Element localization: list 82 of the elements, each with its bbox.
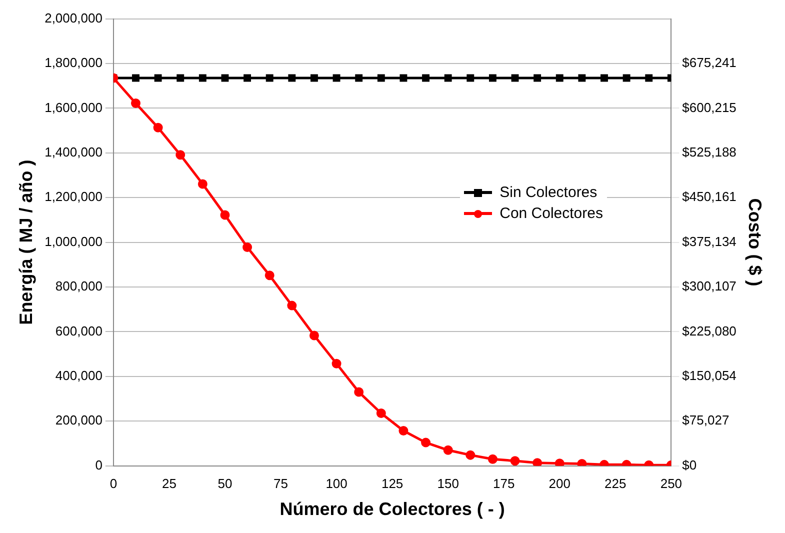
y-tick-label: 1,200,000 [44, 189, 102, 204]
point [534, 74, 542, 82]
point [488, 74, 496, 82]
point [154, 74, 162, 82]
y2-tick-label: $75,027 [682, 412, 730, 428]
point [510, 456, 520, 466]
y2-tick-label: $375,134 [682, 234, 736, 249]
y2-tick-label: $0 [682, 457, 697, 472]
x-tick-label: 75 [274, 476, 288, 492]
point [444, 74, 452, 82]
y-tick-label: 1,800,000 [44, 55, 102, 70]
point [266, 74, 274, 82]
y2-tick-label: $675,241 [682, 55, 736, 70]
point [309, 330, 319, 340]
y-tick-label: 200,000 [55, 412, 102, 428]
x-tick-label: 25 [162, 476, 176, 492]
y-tick-label: 2,000,000 [44, 10, 102, 26]
point [645, 74, 653, 82]
point [466, 74, 474, 82]
point [244, 74, 252, 82]
point [176, 74, 184, 82]
y-tick-label: 400,000 [55, 368, 102, 383]
point [264, 270, 274, 280]
point [377, 74, 385, 82]
point [288, 74, 296, 82]
point [132, 74, 140, 82]
legend-label: Sin Colectores [500, 184, 598, 201]
y-tick-label: 1,600,000 [44, 100, 102, 115]
x-axis-title: Número de Colectores ( - ) [280, 499, 505, 520]
point [511, 74, 519, 82]
x-tick-label: 50 [218, 476, 232, 492]
y-tick-label: 1,000,000 [44, 234, 102, 249]
point [354, 387, 364, 397]
y2-tick-label: $225,080 [682, 323, 736, 338]
x-tick-label: 100 [326, 476, 348, 492]
point [622, 74, 630, 82]
point [287, 300, 297, 310]
y-tick-label: 600,000 [55, 323, 102, 338]
y2-tick-label: $450,161 [682, 189, 736, 204]
y2-tick-label: $525,188 [682, 144, 736, 160]
x-tick-label: 250 [660, 476, 682, 492]
x-tick-label: 225 [604, 476, 626, 492]
y2-tick-label: $300,107 [682, 278, 736, 294]
y2-axis-title: Costo ( $ ) [745, 198, 766, 286]
point [332, 74, 340, 82]
point [153, 122, 163, 132]
point [198, 74, 206, 82]
point [221, 74, 229, 82]
point [130, 98, 140, 108]
point [532, 458, 542, 466]
point [600, 74, 608, 82]
x-tick-label: 200 [548, 476, 570, 492]
y-tick-label: 0 [95, 457, 102, 472]
y-tick-label: 1,400,000 [44, 144, 102, 160]
x-tick-label: 0 [110, 476, 118, 492]
point [422, 74, 430, 82]
x-tick-label: 150 [437, 476, 459, 492]
y-axis-title: Energía ( MJ / año ) [16, 160, 36, 325]
y2-tick-label: $600,215 [682, 100, 736, 115]
point [400, 74, 408, 82]
point [355, 74, 363, 82]
point [556, 74, 564, 82]
x-tick-label: 125 [381, 476, 404, 492]
point [220, 210, 230, 220]
x-tick-label: 175 [493, 476, 515, 492]
point [376, 408, 386, 418]
legend-label: Con Colectores [500, 205, 603, 222]
y-tick-label: 800,000 [55, 278, 102, 294]
point [577, 459, 587, 466]
point [554, 458, 564, 466]
point [421, 438, 431, 448]
point [310, 74, 318, 82]
point [443, 445, 453, 455]
point [578, 74, 586, 82]
point [198, 179, 208, 189]
point [488, 454, 498, 464]
point [332, 358, 342, 368]
point [466, 450, 476, 460]
point [398, 426, 408, 436]
point [176, 150, 186, 160]
point [242, 242, 252, 252]
y2-tick-label: $150,054 [682, 368, 736, 383]
